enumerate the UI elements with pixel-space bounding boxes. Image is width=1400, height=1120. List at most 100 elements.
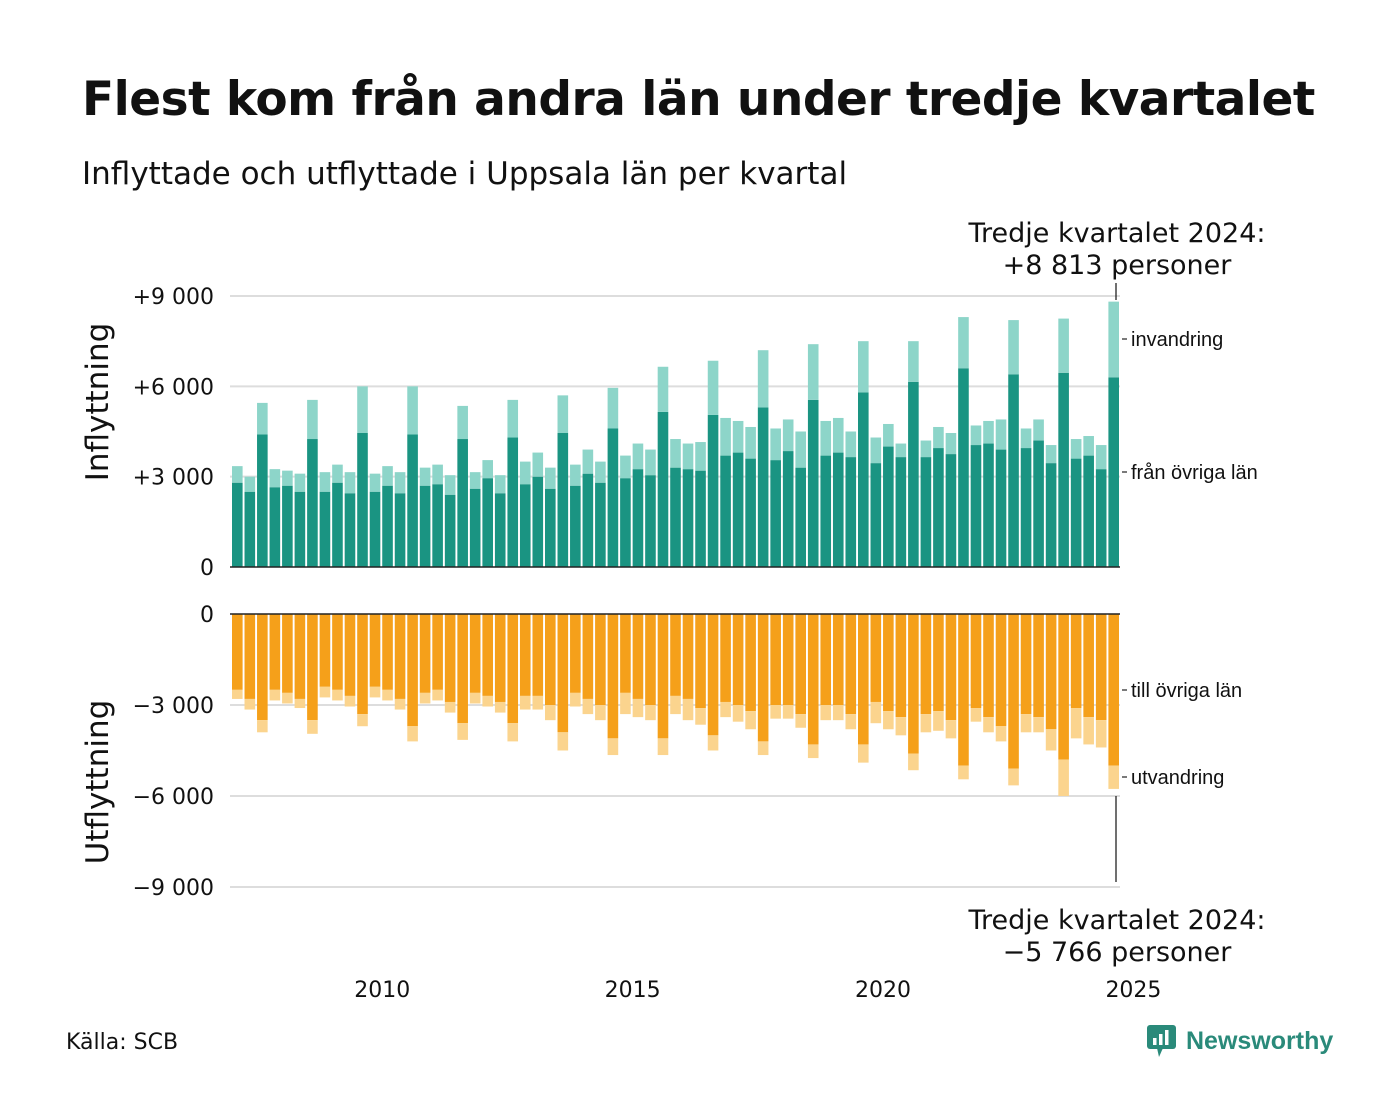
bar-utvandring bbox=[1070, 708, 1082, 739]
newsworthy-logo[interactable]: Newsworthy bbox=[1146, 1024, 1333, 1058]
bar-invandring bbox=[1033, 419, 1044, 441]
series-label-utvandring: utvandring bbox=[1131, 767, 1224, 789]
bar-till-ovriga-lan bbox=[933, 614, 944, 712]
bar-invandring bbox=[432, 464, 443, 485]
bar-utvandring bbox=[1108, 765, 1119, 789]
bar-invandring bbox=[782, 419, 794, 452]
bar-utvandring bbox=[232, 689, 243, 699]
bar-invandring bbox=[695, 442, 706, 471]
bar-till-ovriga-lan bbox=[1020, 614, 1032, 715]
inflow-callout-line1: Tredje kvartalet 2024: bbox=[968, 218, 1266, 249]
x-tick-label: 2015 bbox=[605, 978, 661, 1003]
bar-invandring bbox=[269, 469, 281, 488]
bar-fran-ovriga-lan bbox=[394, 493, 406, 567]
bar-utvandring bbox=[1095, 720, 1107, 748]
bar-till-ovriga-lan bbox=[720, 614, 731, 702]
bar-till-ovriga-lan bbox=[908, 614, 919, 754]
bar-fran-ovriga-lan bbox=[432, 484, 443, 567]
bar-invandring bbox=[770, 428, 781, 461]
bar-utvandring bbox=[720, 701, 731, 718]
bar-utvandring bbox=[845, 714, 857, 730]
bar-till-ovriga-lan bbox=[645, 614, 656, 705]
bar-till-ovriga-lan bbox=[757, 614, 769, 742]
bar-till-ovriga-lan bbox=[294, 614, 306, 699]
bar-invandring bbox=[244, 476, 256, 492]
x-tick-label: 2010 bbox=[354, 978, 410, 1003]
bar-invandring bbox=[995, 419, 1007, 450]
bar-invandring bbox=[595, 461, 606, 483]
bar-invandring bbox=[570, 464, 581, 486]
bar-till-ovriga-lan bbox=[357, 614, 368, 715]
outflow-callout-line1: Tredje kvartalet 2024: bbox=[968, 905, 1266, 936]
bar-utvandring bbox=[507, 723, 519, 742]
bar-invandring bbox=[282, 470, 293, 486]
bar-utvandring bbox=[494, 701, 506, 713]
gridlines bbox=[230, 295, 1120, 888]
bar-utvandring bbox=[257, 720, 268, 733]
outflow-callout-line2: −5 766 personer bbox=[1003, 937, 1233, 968]
bar-fran-ovriga-lan bbox=[995, 449, 1007, 567]
bar-fran-ovriga-lan bbox=[1058, 372, 1069, 567]
bar-fran-ovriga-lan bbox=[707, 414, 719, 567]
bar-fran-ovriga-lan bbox=[607, 428, 619, 567]
bar-fran-ovriga-lan bbox=[845, 457, 857, 567]
bar-invandring bbox=[507, 399, 519, 438]
bar-till-ovriga-lan bbox=[845, 614, 857, 715]
bar-invandring bbox=[482, 460, 493, 479]
bar-utvandring bbox=[582, 698, 594, 715]
inflow-bars bbox=[232, 301, 1119, 567]
bar-till-ovriga-lan bbox=[632, 614, 644, 699]
bar-invandring bbox=[670, 439, 681, 468]
bar-till-ovriga-lan bbox=[1095, 614, 1107, 721]
bar-utvandring bbox=[645, 705, 656, 721]
bar-till-ovriga-lan bbox=[983, 614, 994, 718]
bar-till-ovriga-lan bbox=[532, 614, 544, 696]
inflow-y-tick-label: +3 000 bbox=[133, 466, 214, 491]
bar-utvandring bbox=[457, 723, 468, 740]
chart-title: Flest kom från andra län under tredje kv… bbox=[82, 72, 1315, 127]
bar-till-ovriga-lan bbox=[620, 614, 631, 693]
source-note: Källa: SCB bbox=[66, 1030, 179, 1055]
bar-till-ovriga-lan bbox=[970, 614, 982, 709]
bar-fran-ovriga-lan bbox=[494, 493, 506, 567]
bar-fran-ovriga-lan bbox=[832, 452, 844, 567]
bar-fran-ovriga-lan bbox=[908, 381, 919, 567]
bar-utvandring bbox=[782, 705, 794, 719]
bar-till-ovriga-lan bbox=[1033, 614, 1044, 718]
bar-utvandring bbox=[908, 753, 919, 771]
outflow-y-tick-label: 0 bbox=[200, 603, 214, 628]
bar-invandring bbox=[820, 420, 832, 456]
bar-invandring bbox=[1108, 301, 1119, 378]
bar-utvandring bbox=[369, 686, 381, 698]
bar-utvandring bbox=[933, 711, 944, 731]
bar-utvandring bbox=[995, 726, 1007, 742]
bar-invandring bbox=[1070, 439, 1082, 459]
bar-fran-ovriga-lan bbox=[883, 446, 894, 567]
outflow-y-tick-label: −6 000 bbox=[133, 785, 214, 810]
bar-till-ovriga-lan bbox=[657, 614, 669, 739]
bar-till-ovriga-lan bbox=[307, 614, 318, 721]
brand-name: Newsworthy bbox=[1186, 1026, 1334, 1055]
x-tick-label: 2020 bbox=[855, 978, 911, 1003]
bar-till-ovriga-lan bbox=[595, 614, 606, 705]
bar-fran-ovriga-lan bbox=[507, 437, 519, 567]
bar-invandring bbox=[1083, 436, 1094, 456]
bar-till-ovriga-lan bbox=[795, 614, 806, 715]
bar-utvandring bbox=[832, 705, 844, 721]
bar-till-ovriga-lan bbox=[482, 614, 493, 696]
bar-invandring bbox=[607, 387, 619, 429]
bar-utvandring bbox=[607, 738, 619, 756]
bar-till-ovriga-lan bbox=[582, 614, 594, 699]
bar-fran-ovriga-lan bbox=[545, 488, 556, 567]
bar-utvandring bbox=[670, 695, 681, 715]
bar-till-ovriga-lan bbox=[770, 614, 781, 705]
bar-utvandring bbox=[482, 695, 493, 707]
bar-till-ovriga-lan bbox=[1083, 614, 1094, 718]
bar-till-ovriga-lan bbox=[332, 614, 343, 690]
bar-invandring bbox=[620, 455, 631, 479]
bar-utvandring bbox=[444, 701, 456, 713]
bar-fran-ovriga-lan bbox=[795, 467, 806, 567]
bar-fran-ovriga-lan bbox=[1108, 377, 1119, 567]
outflow-y-tick-label: −9 000 bbox=[133, 876, 214, 901]
bar-fran-ovriga-lan bbox=[745, 458, 756, 567]
